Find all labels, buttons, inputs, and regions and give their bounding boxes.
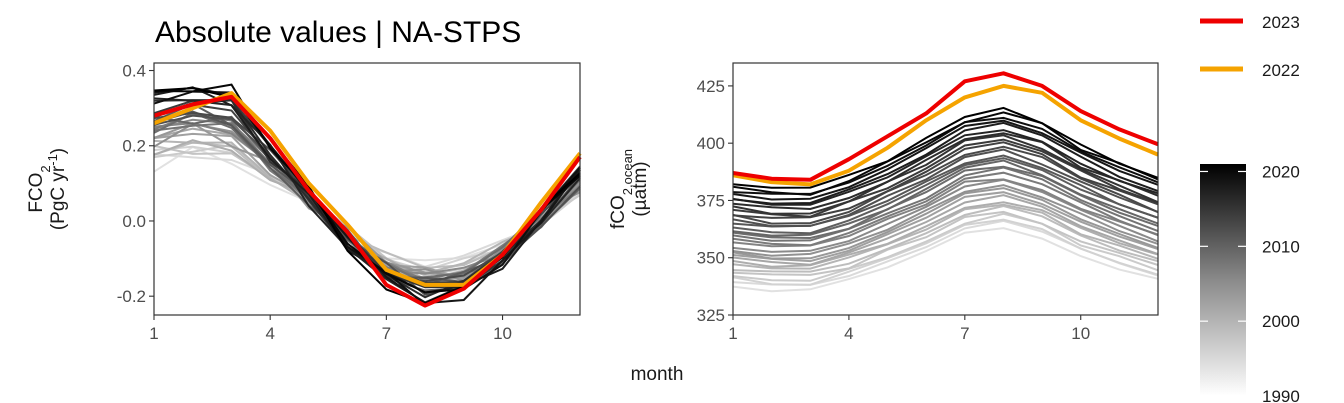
left-ylabel-unit-close: ) [48, 148, 69, 154]
colorbar-tick-label: 2010 [1262, 237, 1300, 256]
panel-right: 1 4 7 10 425 400 375 350 325 fCO2,ocean (µatm) [608, 62, 1159, 343]
x-tick-label-left: 4 [265, 324, 274, 343]
x-tick-label-right: 1 [728, 324, 737, 343]
svg-text:(PgC yr-1): (PgC yr-1) [45, 148, 70, 230]
series-line-right-2000 [732, 187, 1159, 260]
legend: 2023 2022 [1200, 13, 1300, 80]
colorbar-tick-label: 1990 [1262, 387, 1300, 403]
y-tick-label-right: 400 [697, 134, 725, 153]
y-tick-label-left: -0.2 [117, 287, 146, 306]
left-ylabel-unit-sup: -1 [45, 154, 60, 166]
series-line-right-1994 [732, 210, 1159, 276]
series-line-right-2002 [732, 178, 1159, 253]
series-line-right-2013 [732, 138, 1159, 218]
left-ylabel-sub: 2 [38, 165, 53, 172]
left-panel-border [153, 62, 581, 316]
series-line-right-1995 [732, 204, 1159, 273]
series-line-right-2017 [732, 121, 1159, 205]
right-ylabel-main: fCO [608, 195, 629, 229]
series-line-right-2022 [732, 83, 1159, 187]
series-line-right-1996 [732, 203, 1159, 270]
series-line-right-2001 [732, 184, 1159, 257]
series-line-right-2010 [732, 148, 1159, 228]
x-tick-label-right: 4 [844, 324, 853, 343]
series-line-right-2015 [732, 132, 1159, 211]
series-line-right-1993 [732, 212, 1159, 282]
series-line-right-2008 [732, 157, 1159, 235]
y-tick-label-right: 425 [697, 77, 725, 96]
series-line-right-2023 [732, 71, 1159, 182]
legend-label-2023: 2023 [1262, 13, 1300, 32]
x-tick-label-left: 7 [382, 324, 391, 343]
x-tick-label-left: 1 [149, 324, 158, 343]
colorbar: 2020 2010 2000 1990 [1200, 162, 1300, 403]
x-tick-label-right: 10 [1071, 324, 1090, 343]
x-tick-label-right: 7 [960, 324, 969, 343]
series-line-right-1998 [732, 194, 1159, 266]
left-plot-lines [153, 83, 582, 308]
series-line-right-2005 [732, 166, 1159, 242]
series-line-right-2012 [732, 141, 1159, 219]
left-ylabel-main: FCO [26, 173, 47, 213]
series-line-right-1999 [732, 191, 1159, 263]
series-line-right-2021 [732, 106, 1159, 189]
series-line-right-2006 [732, 165, 1159, 240]
y-tick-label-right: 325 [697, 306, 725, 325]
series-line-right-2016 [732, 129, 1159, 206]
left-ylabel-unit: (PgC yr [48, 165, 69, 230]
y-tick-label-right: 375 [697, 191, 725, 210]
y-tick-label-left: 0.0 [122, 212, 146, 231]
y-tick-label-left: 0.4 [122, 62, 146, 81]
right-plot-lines [732, 71, 1159, 293]
y-tick-label-right: 350 [697, 249, 725, 268]
series-line-right-2020 [732, 111, 1159, 196]
svg-text:FCO2: FCO2 [26, 165, 53, 212]
left-axes: 1 4 7 10 0.4 0.2 0.0 -0.2 [117, 62, 512, 343]
right-ylabel-sub: 2,ocean [620, 149, 635, 195]
right-axes: 1 4 7 10 425 400 375 350 325 [697, 77, 1091, 343]
right-panel-border [732, 62, 1159, 316]
series-line-right-2011 [732, 145, 1159, 225]
series-line-right-1992 [732, 218, 1159, 286]
svg-text:fCO2,ocean: fCO2,ocean [608, 149, 635, 229]
colorbar-gradient [1200, 164, 1246, 396]
colorbar-tick-label: 2020 [1262, 162, 1300, 181]
chart-title: Absolute values | NA-STPS [155, 16, 521, 49]
right-ylabel-unit: (µatm) [630, 161, 651, 216]
x-axis-label: month [631, 364, 684, 385]
left-y-axis-label: FCO2 (PgC yr-1) [26, 148, 69, 230]
series-line-right-2004 [732, 171, 1159, 247]
right-y-axis-label: fCO2,ocean (µatm) [608, 149, 651, 229]
x-tick-label-left: 10 [493, 324, 512, 343]
series-line-right-2014 [732, 134, 1159, 215]
series-line-right-2007 [732, 159, 1159, 237]
colorbar-ticks: 2020 2010 2000 1990 [1200, 162, 1300, 403]
series-line-left-2023 [153, 94, 582, 308]
legend-label-2022: 2022 [1262, 61, 1300, 80]
series-line-right-2018 [732, 119, 1159, 201]
colorbar-tick-label: 2000 [1262, 312, 1300, 331]
y-tick-label-left: 0.2 [122, 137, 146, 156]
panel-left: 1 4 7 10 0.4 0.2 0.0 -0.2 FCO2 (PgC yr-1) [26, 62, 582, 343]
series-line-right-1997 [732, 201, 1159, 268]
series-line-right-1990 [732, 227, 1159, 293]
